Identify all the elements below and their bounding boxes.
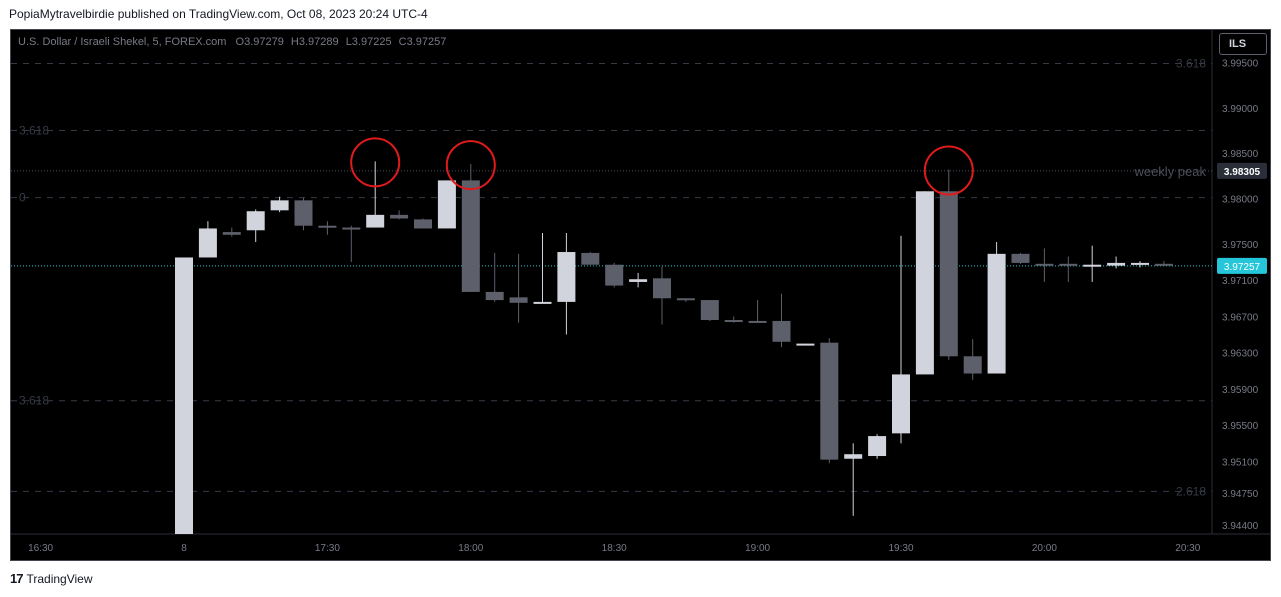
time-tick-label: 20:00 [1032, 543, 1057, 554]
price-tick-label: 3.94750 [1222, 489, 1259, 500]
candle-body [1107, 262, 1126, 266]
candle-body [1131, 262, 1149, 265]
price-tick-label: 3.97500 [1222, 240, 1259, 251]
candle-body [366, 214, 385, 228]
svg-text:U.S. Dollar / Israeli Shekel,: U.S. Dollar / Israeli Shekel, 5, FOREX.c… [18, 36, 446, 48]
time-tick-label: 18:00 [458, 543, 483, 554]
candle-body [868, 436, 887, 457]
candle-body [1035, 263, 1054, 266]
time-tick-label: 16:30 [28, 543, 53, 554]
price-tick-label: 3.95900 [1222, 385, 1259, 396]
symbol-title: U.S. Dollar / Israeli Shekel, 5, FOREX.c… [18, 36, 226, 48]
price-tick-label: 3.95100 [1222, 457, 1259, 468]
time-tick-label: 19:00 [745, 543, 770, 554]
publish-caption: PopiaMytravelbirdie published on Trading… [9, 7, 428, 21]
candle-body [246, 211, 265, 231]
candle-body [533, 301, 552, 304]
last-price-badge [1217, 257, 1267, 274]
candle-body [557, 252, 576, 302]
price-tick-label: 3.98000 [1222, 195, 1259, 206]
time-tick-label: 8 [181, 543, 187, 554]
candle-body [963, 356, 982, 374]
tradingview-brand: TradingView [26, 571, 93, 586]
time-tick-label: 18:30 [602, 543, 627, 554]
candle-body [175, 257, 193, 534]
candle-body [915, 191, 934, 375]
candle-body [820, 342, 839, 460]
price-tick-label: 3.98500 [1222, 149, 1259, 160]
ohlc-high: H3.97289 [291, 36, 339, 48]
ohlc-low: L3.97225 [346, 36, 392, 48]
candle-body [461, 180, 480, 292]
candle-body [844, 454, 863, 459]
candle-body [222, 232, 241, 235]
price-tick-label: 3.99000 [1222, 104, 1259, 115]
candle-body [390, 214, 409, 219]
candle-body [748, 320, 767, 323]
candle-body [1059, 263, 1078, 266]
candle-body [509, 297, 528, 303]
candle-body [653, 278, 671, 299]
fib-level-label: 0 [19, 191, 26, 205]
footer: 17 TradingView [10, 571, 93, 586]
weekly-peak-label: weekly peak [1133, 164, 1206, 179]
fib-level-label: 2.618 [1176, 484, 1206, 498]
annotation-circle [350, 137, 401, 188]
candle-body [414, 219, 432, 229]
last-price-text: 3.97257 [1224, 262, 1261, 273]
ohlc-open: O3.97279 [236, 36, 284, 48]
time-tick-label: 19:30 [888, 543, 913, 554]
annotation-circle [923, 145, 974, 196]
candle-body [605, 264, 624, 286]
candle-body [1154, 263, 1173, 266]
price-tick-label: 3.96300 [1222, 349, 1259, 360]
tradingview-logo-icon: 17 [10, 571, 24, 586]
candle-body [724, 320, 743, 323]
candle-body [270, 200, 289, 211]
currency-button[interactable]: ILS [1219, 33, 1267, 55]
weekly-peak-price-text: 3.98305 [1224, 167, 1261, 178]
candle-body [485, 291, 504, 301]
fib-level-label: 3.618 [19, 394, 49, 408]
fib-level-label: 3.618 [1176, 56, 1206, 70]
ohlc-close: C3.97257 [399, 36, 447, 48]
candle-body [1011, 253, 1030, 263]
fib-level-label: 3.618 [19, 124, 49, 138]
candle-body [1083, 264, 1102, 267]
candle-body [437, 180, 456, 229]
annotation-circle [445, 140, 496, 191]
candle-body [676, 298, 695, 301]
candle-body [700, 300, 719, 321]
weekly-peak-price-badge [1217, 162, 1267, 179]
price-tick-label: 3.97100 [1222, 276, 1259, 287]
candle-body [629, 279, 648, 282]
candle-body [294, 200, 313, 226]
candle-body [772, 320, 791, 342]
candle-body [198, 228, 217, 258]
time-tick-label: 20:30 [1175, 543, 1200, 554]
time-tick-label: 17:30 [315, 543, 340, 554]
price-tick-label: 3.95500 [1222, 421, 1259, 432]
candle-body [342, 227, 361, 230]
chart-area[interactable] [10, 29, 1271, 561]
candle-body [987, 253, 1006, 374]
candle-body [581, 252, 600, 265]
price-tick-label: 3.99500 [1222, 59, 1259, 70]
price-tick-label: 3.96700 [1222, 312, 1259, 323]
candle-body [939, 191, 958, 357]
candle-body [318, 225, 337, 228]
candle-body [892, 374, 910, 434]
candle-body [796, 343, 815, 346]
price-tick-label: 3.94400 [1222, 521, 1259, 532]
candlestick-chart[interactable]: U.S. Dollar / Israeli Shekel, 5, FOREX.c… [10, 29, 1271, 561]
